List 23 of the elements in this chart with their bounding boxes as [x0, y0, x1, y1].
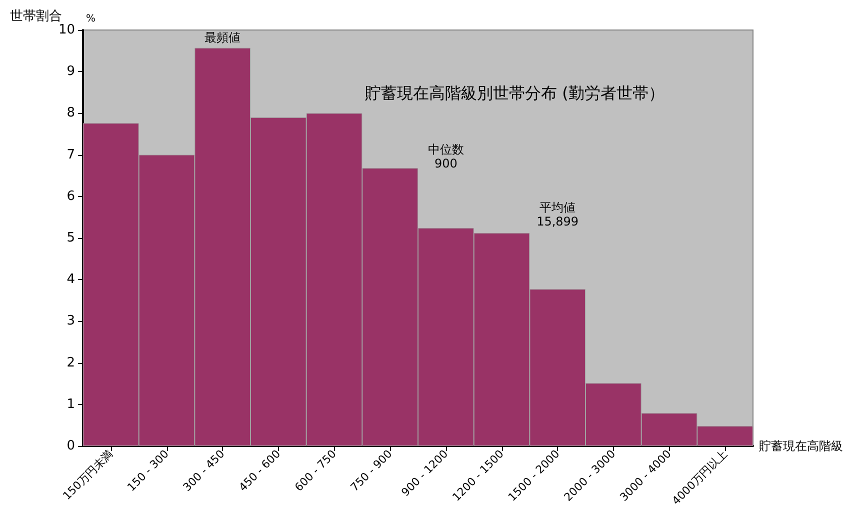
y-tick-label: 2 — [66, 355, 75, 370]
y-tick-label: 10 — [58, 22, 75, 38]
text: % — [86, 14, 96, 24]
x-tick-label: 450 - 600 — [236, 447, 284, 494]
y-axis-title: 世帯割合 — [10, 9, 62, 24]
annotation: 最頻値 — [204, 30, 241, 45]
x-tick-label: 600 - 750 — [292, 447, 339, 494]
y-tick-label: 9 — [66, 64, 75, 80]
x-axis-title: 貯蓄現在高階級 — [759, 439, 843, 453]
y-tick-label: 6 — [66, 188, 75, 204]
y-tick-label: 4 — [66, 272, 75, 288]
y-tick-label: 8 — [66, 106, 75, 121]
annotation: 平均値 15,899 — [536, 200, 579, 229]
y-tick-label: 3 — [66, 314, 75, 329]
annotation: 中位数 900 — [428, 142, 464, 170]
y-tick-label: 5 — [66, 230, 75, 246]
y-tick-label: 0 — [66, 438, 75, 454]
text: 貯蓄現在高階級別世帯分布 (勤労者世帯） — [365, 84, 664, 102]
y-tick-label: 1 — [66, 396, 75, 412]
x-tick-label: 300 - 450 — [180, 447, 228, 494]
y-tick-label: 7 — [66, 147, 75, 162]
x-tick-label: 150 - 300 — [124, 447, 172, 494]
x-tick-label: 750 - 900 — [348, 447, 395, 494]
